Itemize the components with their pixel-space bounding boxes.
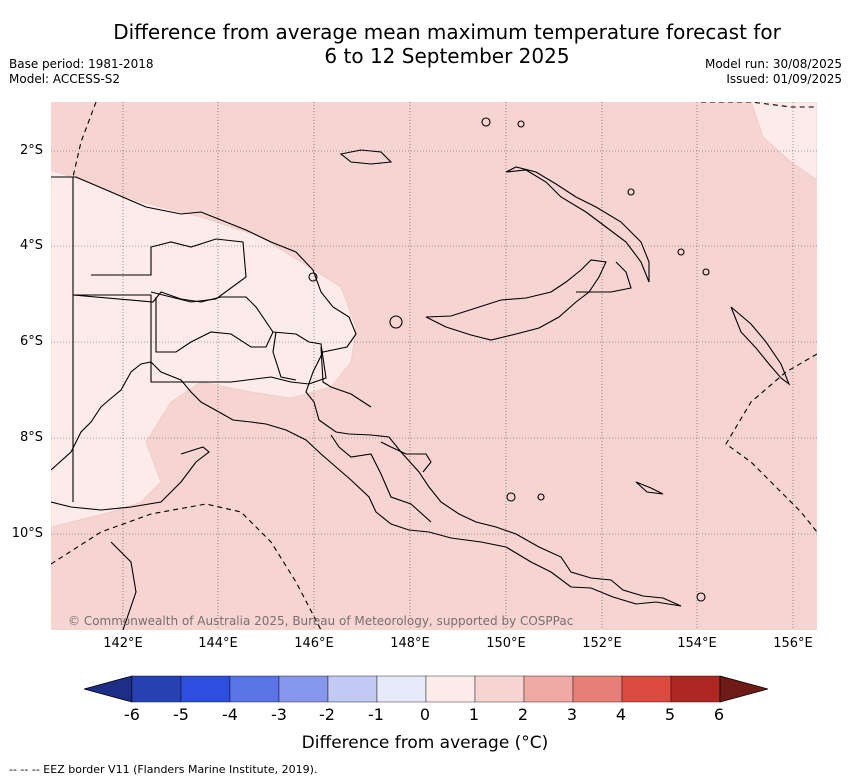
- lat-label-6s: 6°S: [19, 334, 43, 349]
- colorbar-segment: [376, 675, 427, 703]
- light-anomaly-region-ne: [750, 102, 817, 181]
- colorbar-tick-label: -3: [271, 705, 287, 724]
- map-title: Difference from average mean maximum tem…: [0, 20, 850, 68]
- colorbar-tick-label: 6: [713, 705, 725, 724]
- colorbar-tick-label: -6: [124, 705, 140, 724]
- colorbar-segment: [327, 675, 378, 703]
- colorbar-segment: [670, 675, 721, 703]
- model-run: Model run: 30/08/2025: [704, 57, 842, 71]
- copyright-notice: © Commonwealth of Australia 2025, Bureau…: [68, 614, 574, 628]
- colorbar-segment: [131, 675, 182, 703]
- colorbar-extend-low: [84, 675, 133, 703]
- colorbar-tick-label: -4: [222, 705, 238, 724]
- colorbar-segment: [278, 675, 329, 703]
- title-line-2: 6 to 12 September 2025: [324, 44, 570, 68]
- colorbar-segment: [180, 675, 231, 703]
- colorbar-tick-label: 5: [664, 705, 676, 724]
- title-line-1: Difference from average mean maximum tem…: [113, 20, 781, 44]
- lon-label-142e: 142°E: [103, 636, 143, 651]
- model-name: Model: ACCESS-S2: [9, 72, 121, 86]
- colorbar-segment: [425, 675, 476, 703]
- lon-label-148e: 148°E: [390, 636, 430, 651]
- colorbar-segment: [229, 675, 280, 703]
- lon-label-150e: 150°E: [486, 636, 526, 651]
- graticule: [51, 102, 817, 630]
- colorbar-segment: [572, 675, 623, 703]
- base-period: Base period: 1981-2018: [9, 57, 154, 71]
- eez-footnote: -- -- -- EEZ border V11 (Flanders Marine…: [9, 763, 318, 776]
- lat-label-10s: 10°S: [11, 526, 43, 541]
- forecast-map: [51, 102, 817, 630]
- colorbar: [84, 675, 768, 703]
- lon-label-152e: 152°E: [582, 636, 622, 651]
- colorbar-tick-label: -1: [368, 705, 384, 724]
- colorbar-extend-high: [719, 675, 768, 703]
- lon-label-154e: 154°E: [677, 636, 717, 651]
- colorbar-segment: [474, 675, 525, 703]
- coastlines: [51, 117, 791, 630]
- lon-label-146e: 146°E: [294, 636, 334, 651]
- issued-date: Issued: 01/09/2025: [726, 72, 842, 86]
- colorbar-tick-label: 2: [517, 705, 529, 724]
- meta-right: Model run: 30/08/2025 Issued: 01/09/2025: [705, 57, 842, 87]
- lon-label-156e: 156°E: [773, 636, 813, 651]
- colorbar-tick-label: 3: [566, 705, 578, 724]
- colorbar-tick-label: -2: [319, 705, 335, 724]
- lat-label-8s: 8°S: [19, 430, 43, 445]
- colorbar-tick-label: 0: [419, 705, 431, 724]
- meta-left: Base period: 1981-2018 Model: ACCESS-S2: [9, 57, 154, 87]
- colorbar-tick-label: 1: [468, 705, 480, 724]
- lon-label-144e: 144°E: [198, 636, 238, 651]
- colorbar-title: Difference from average (°C): [301, 733, 549, 753]
- eez-borders: [51, 102, 817, 630]
- colorbar-segment: [621, 675, 672, 703]
- light-anomaly-region-west: [51, 169, 357, 528]
- lat-label-2s: 2°S: [19, 143, 43, 158]
- colorbar-tick-label: -5: [173, 705, 189, 724]
- colorbar-segment: [523, 675, 574, 703]
- lat-label-4s: 4°S: [19, 238, 43, 253]
- colorbar-segments: [84, 675, 768, 703]
- colorbar-tick-label: 4: [615, 705, 627, 724]
